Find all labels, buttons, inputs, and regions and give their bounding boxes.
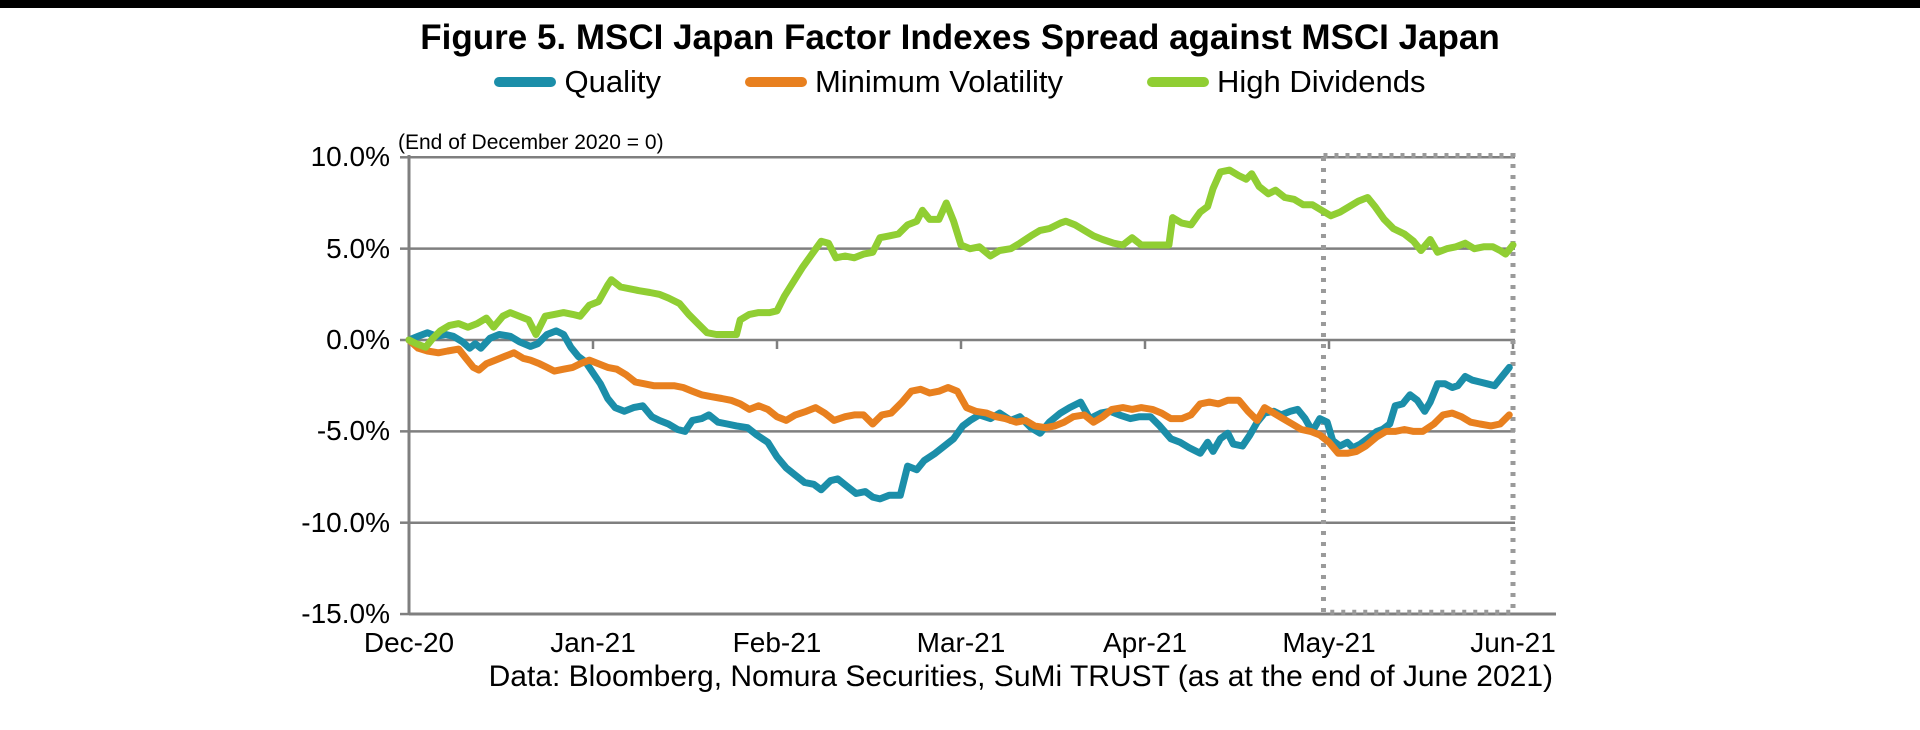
series-line-minimum-volatility bbox=[405, 336, 1513, 457]
chart-legend: Quality Minimum Volatility High Dividends bbox=[0, 64, 1920, 100]
legend-label: High Dividends bbox=[1217, 64, 1426, 99]
y-axis-label: -10.0% bbox=[301, 506, 390, 538]
x-axis-label: Jan-21 bbox=[550, 627, 636, 658]
series-line-high-dividends bbox=[405, 166, 1517, 351]
legend-swatch-icon bbox=[1147, 77, 1210, 87]
y-axis-label: 10.0% bbox=[310, 141, 390, 173]
y-axis-label: -15.0% bbox=[301, 598, 390, 630]
y-axis-label: 0.0% bbox=[326, 324, 390, 355]
legend-swatch-icon bbox=[494, 77, 557, 87]
chart-title: Figure 5. MSCI Japan Factor Indexes Spre… bbox=[420, 18, 1500, 57]
legend-item-minimum-volatility: Minimum Volatility bbox=[744, 64, 1064, 100]
baseline-note: (End of December 2020 = 0) bbox=[398, 131, 664, 154]
legend-item-high-dividends: High Dividends bbox=[1147, 64, 1426, 100]
legend-swatch-icon bbox=[744, 77, 807, 87]
legend-item-quality: Quality bbox=[494, 64, 661, 100]
source-note: Data: Bloomberg, Nomura Securities, SuMi… bbox=[488, 660, 1553, 693]
series-line-quality bbox=[405, 327, 1513, 503]
legend-label: Minimum Volatility bbox=[814, 64, 1064, 99]
x-axis-label: Apr-21 bbox=[1102, 627, 1188, 658]
top-border-bar bbox=[0, 0, 1920, 8]
x-axis-label: Feb-21 bbox=[732, 627, 822, 658]
y-axis-label: -5.0% bbox=[316, 415, 390, 447]
y-axis-label: 5.0% bbox=[326, 232, 390, 264]
legend-label: Quality bbox=[564, 64, 661, 99]
x-axis-label: Dec-20 bbox=[363, 627, 455, 658]
x-axis-label: Jun-21 bbox=[1470, 627, 1556, 658]
x-axis-label: May-21 bbox=[1282, 627, 1376, 658]
x-axis-label: Mar-21 bbox=[916, 627, 1006, 658]
